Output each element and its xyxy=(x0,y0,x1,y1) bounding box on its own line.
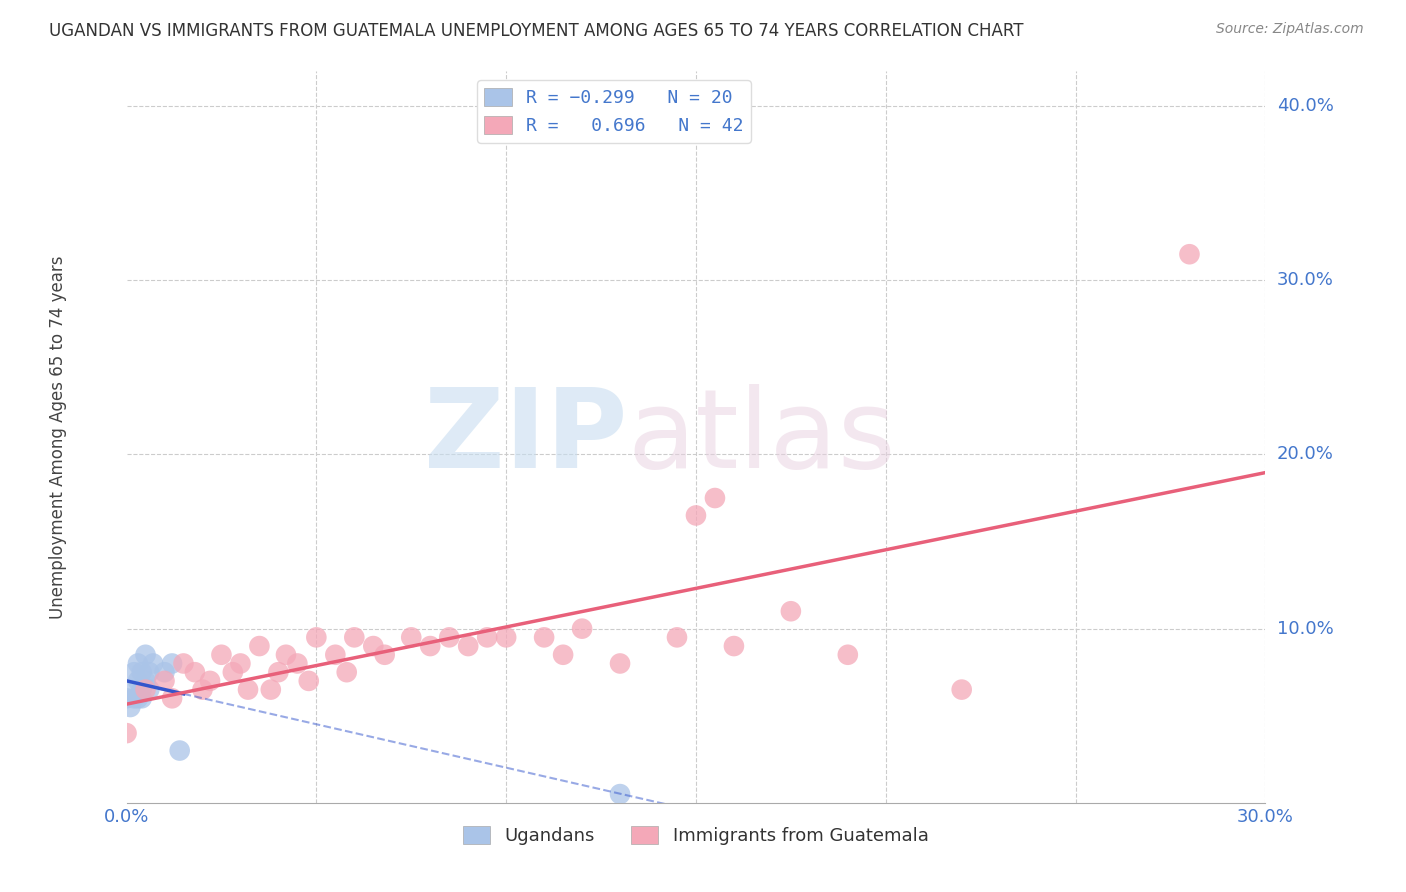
Point xyxy=(950,682,973,697)
Legend: Ugandans, Immigrants from Guatemala: Ugandans, Immigrants from Guatemala xyxy=(456,819,936,852)
Point xyxy=(131,691,153,706)
Point xyxy=(115,726,138,740)
Point xyxy=(666,631,689,645)
Point xyxy=(323,648,347,662)
Point xyxy=(172,657,194,671)
Point xyxy=(169,743,191,757)
Point xyxy=(401,631,423,645)
Point xyxy=(553,648,575,662)
Point xyxy=(571,622,593,636)
Text: Unemployment Among Ages 65 to 74 years: Unemployment Among Ages 65 to 74 years xyxy=(49,255,67,619)
Point xyxy=(229,657,252,671)
Point xyxy=(439,631,461,645)
Point xyxy=(142,657,165,671)
Text: 30.0%: 30.0% xyxy=(1277,271,1334,289)
Point xyxy=(184,665,207,680)
Point xyxy=(609,657,631,671)
Point xyxy=(115,691,138,706)
Point xyxy=(723,639,745,653)
Point xyxy=(249,639,271,653)
Point xyxy=(343,631,366,645)
Text: ZIP: ZIP xyxy=(425,384,627,491)
Point xyxy=(127,657,149,671)
Point xyxy=(211,648,233,662)
Point xyxy=(198,673,221,688)
Point xyxy=(135,673,156,688)
Point xyxy=(457,639,479,653)
Text: 10.0%: 10.0% xyxy=(1277,620,1333,638)
Point xyxy=(267,665,290,680)
Point xyxy=(274,648,297,662)
Point xyxy=(153,665,176,680)
Text: atlas: atlas xyxy=(627,384,896,491)
Point xyxy=(120,700,142,714)
Text: UGANDAN VS IMMIGRANTS FROM GUATEMALA UNEMPLOYMENT AMONG AGES 65 TO 74 YEARS CORR: UGANDAN VS IMMIGRANTS FROM GUATEMALA UNE… xyxy=(49,22,1024,40)
Point xyxy=(120,682,142,697)
Point xyxy=(298,673,321,688)
Point xyxy=(131,682,153,697)
Point xyxy=(477,631,499,645)
Point xyxy=(191,682,214,697)
Point xyxy=(685,508,707,523)
Point xyxy=(779,604,801,618)
Point xyxy=(533,631,555,645)
Point xyxy=(122,665,145,680)
Point xyxy=(160,691,183,706)
Point xyxy=(122,691,145,706)
Point xyxy=(236,682,259,697)
Point xyxy=(1178,247,1201,261)
Point xyxy=(135,648,156,662)
Point xyxy=(609,787,631,801)
Point xyxy=(222,665,245,680)
Point xyxy=(138,682,160,697)
Point xyxy=(131,665,153,680)
Point xyxy=(363,639,385,653)
Point xyxy=(138,665,160,680)
Point xyxy=(704,491,727,505)
Text: 40.0%: 40.0% xyxy=(1277,97,1334,115)
Text: Source: ZipAtlas.com: Source: ZipAtlas.com xyxy=(1216,22,1364,37)
Point xyxy=(287,657,309,671)
Text: 20.0%: 20.0% xyxy=(1277,445,1334,464)
Point xyxy=(495,631,517,645)
Point xyxy=(336,665,359,680)
Point xyxy=(305,631,328,645)
Point xyxy=(837,648,859,662)
Point xyxy=(374,648,396,662)
Point xyxy=(127,673,149,688)
Point xyxy=(160,657,183,671)
Point xyxy=(260,682,283,697)
Point xyxy=(127,691,149,706)
Point xyxy=(135,682,156,697)
Point xyxy=(419,639,441,653)
Point xyxy=(153,673,176,688)
